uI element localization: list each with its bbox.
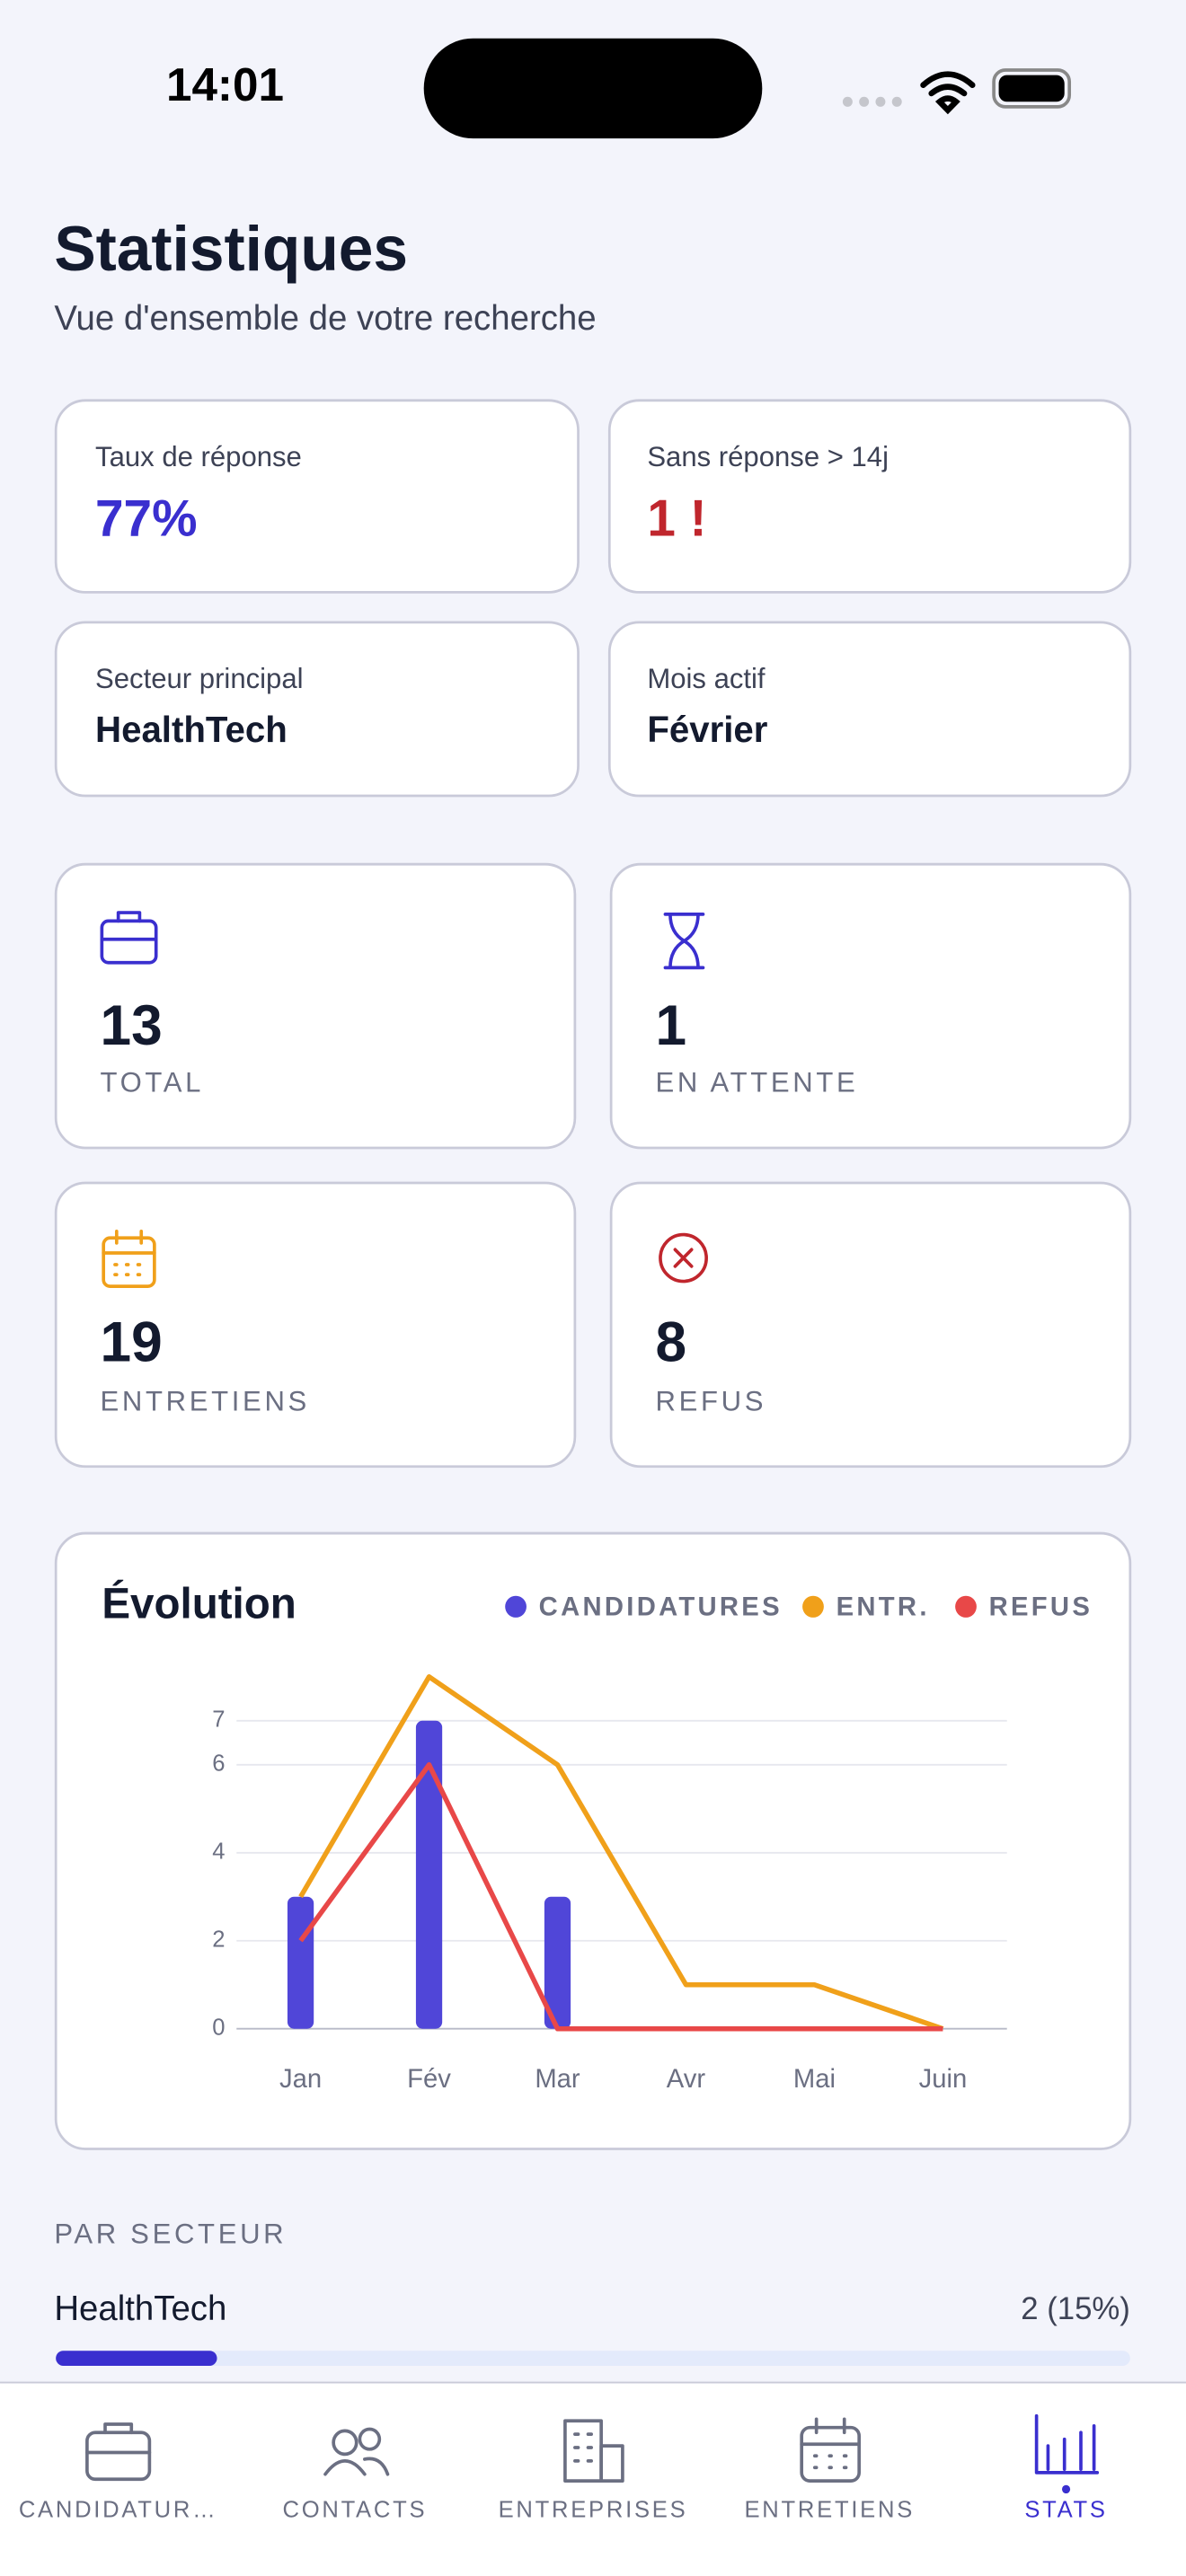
sector-count: 2 (15%) <box>1021 2291 1130 2326</box>
stat-card <box>609 862 1132 1150</box>
tab-icon <box>800 2417 862 2483</box>
insight-card <box>54 399 580 594</box>
sector-name: HealthTech <box>54 2289 226 2328</box>
hourglass-icon <box>663 913 705 970</box>
chart-card <box>54 1531 1132 2150</box>
legend-dot <box>505 1595 527 1618</box>
bar <box>544 1896 571 2029</box>
stat-card <box>54 1181 577 1469</box>
stat-label: ENTRETIENS <box>101 1385 310 1416</box>
dynamic-island <box>423 38 763 139</box>
insight-value: HealthTech <box>95 709 288 750</box>
tab-label[interactable]: STATS <box>1024 2497 1107 2522</box>
insight-value: 1 ! <box>647 490 706 548</box>
insight-card <box>607 621 1132 798</box>
line <box>298 1761 943 2032</box>
y-tick-label: 2 <box>212 1927 225 1952</box>
stat-card <box>54 862 577 1150</box>
legend-dot <box>802 1595 824 1618</box>
tab-label[interactable]: CONTACTS <box>283 2497 428 2522</box>
stat-card <box>609 1181 1132 1469</box>
line <box>298 1674 944 2032</box>
tab-icon <box>1034 2413 1100 2475</box>
active-dot <box>1061 2484 1071 2494</box>
x-tick-label: Jan <box>279 2064 322 2094</box>
insight-value: Février <box>647 709 767 750</box>
insight-label: Mois actif <box>647 663 766 694</box>
y-tick-label: 0 <box>212 2015 225 2040</box>
section-heading: PAR SECTEUR <box>54 2218 287 2249</box>
stat-label: REFUS <box>655 1385 766 1416</box>
tab-icon <box>563 2419 624 2483</box>
y-tick-label: 7 <box>212 1707 225 1732</box>
chart-title: Évolution <box>102 1579 296 1628</box>
y-tick-label: 4 <box>212 1839 225 1864</box>
tab-label[interactable]: CANDIDATUR… <box>19 2497 218 2522</box>
x-tick-label: Mar <box>535 2064 580 2094</box>
insight-label: Taux de réponse <box>95 441 302 472</box>
stat-value: 13 <box>101 993 163 1057</box>
tab-label[interactable]: ENTRETIENS <box>745 2497 916 2522</box>
status-time: 14:01 <box>166 58 284 110</box>
tab-icon <box>85 2422 152 2482</box>
stat-label: TOTAL <box>101 1067 205 1098</box>
sector-track <box>56 2351 1130 2366</box>
x-circle-icon <box>659 1232 708 1284</box>
insight-label: Secteur principal <box>95 663 303 694</box>
calendar-icon <box>102 1229 156 1288</box>
stat-value: 8 <box>655 1310 686 1374</box>
tab-label[interactable]: ENTREPRISES <box>499 2497 688 2522</box>
bar <box>415 1720 443 2029</box>
x-tick-label: Fév <box>407 2064 451 2094</box>
bar <box>287 1896 314 2029</box>
legend-label: REFUS <box>989 1592 1093 1621</box>
stat-label: EN ATTENTE <box>655 1067 858 1098</box>
insight-card <box>54 621 580 798</box>
y-tick-label: 6 <box>212 1751 225 1776</box>
insight-value: 77% <box>95 490 197 548</box>
insight-label: Sans réponse > 14j <box>647 441 889 472</box>
briefcase-icon <box>100 911 158 965</box>
battery <box>992 68 1072 109</box>
legend-dot <box>955 1595 977 1618</box>
legend-label: CANDIDATURES <box>539 1592 783 1621</box>
x-tick-label: Mai <box>793 2064 836 2094</box>
stat-value: 19 <box>101 1310 163 1374</box>
wifi-icon <box>920 71 976 115</box>
x-tick-label: Juin <box>919 2064 968 2094</box>
page-subtitle: Vue d'ensemble de votre recherche <box>54 299 596 338</box>
page-title: Statistiques <box>54 213 408 284</box>
sector-bar <box>56 2351 217 2366</box>
battery-level <box>998 75 1065 102</box>
chart: 0 2 4 6 7 Jan Fév Mar Avr Mai Juin CANDIDATURES ENTR… <box>212 1592 1093 2094</box>
signal <box>842 96 902 107</box>
insight-card <box>607 399 1132 594</box>
legend-label: ENTR. <box>836 1592 930 1621</box>
stat-value: 1 <box>655 993 686 1057</box>
x-tick-label: Avr <box>667 2064 706 2094</box>
tab-icon <box>323 2427 390 2476</box>
